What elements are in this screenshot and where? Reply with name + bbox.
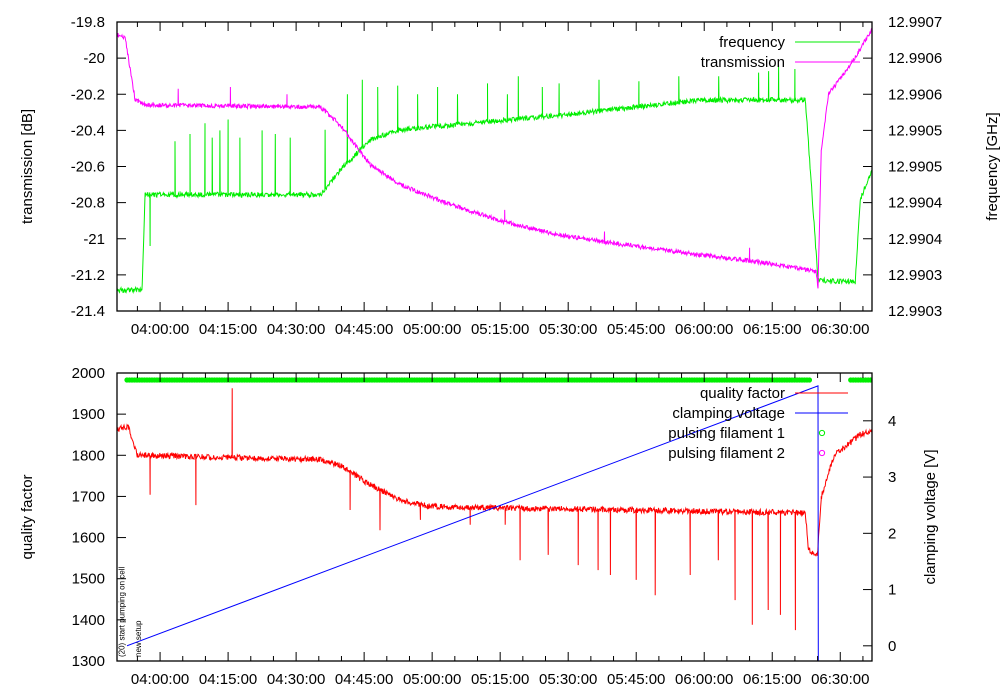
annotation: new setup — [134, 620, 143, 657]
y2-tick-label: 12.9903 — [888, 267, 942, 284]
y2-tick-label: 12.9907 — [888, 14, 942, 31]
y-tick-label: 1300 — [72, 653, 105, 670]
legend-label: transmission — [701, 54, 785, 71]
y2-tick-label: 0 — [888, 638, 896, 655]
y-tick-label: -20.4 — [71, 122, 105, 139]
y2-tick-label: 3 — [888, 469, 896, 486]
annotation: (20) start pumping on cell — [118, 567, 127, 657]
x-tick-label: 05:45:00 — [607, 671, 665, 688]
y-tick-label: 1700 — [72, 488, 105, 505]
y-tick-label: 1500 — [72, 571, 105, 588]
y-tick-label: -20 — [83, 50, 105, 67]
filament-point — [868, 377, 872, 383]
x-tick-label: 04:45:00 — [335, 671, 393, 688]
x-tick-label: 05:00:00 — [403, 671, 461, 688]
series-line-clamping-voltage — [126, 385, 819, 661]
y2-tick-label: 12.9904 — [888, 231, 942, 248]
x-tick-label: 04:15:00 — [199, 321, 257, 338]
series-line-quality-factor — [117, 388, 872, 631]
series-line-frequency — [117, 65, 872, 295]
x-tick-label: 05:00:00 — [403, 321, 461, 338]
x-tick-label: 06:15:00 — [743, 321, 801, 338]
y-tick-label: -21.4 — [71, 303, 105, 320]
x-tick-label: 04:00:00 — [131, 671, 189, 688]
y-tick-label: -20.2 — [71, 86, 105, 103]
x-tick-label: 05:30:00 — [539, 321, 597, 338]
x-tick-label: 04:30:00 — [267, 671, 325, 688]
y2-tick-label: 12.9905 — [888, 122, 942, 139]
panel-top — [116, 21, 873, 312]
y-tick-label: -21.2 — [71, 267, 105, 284]
legend-label: pulsing filament 1 — [668, 425, 785, 442]
filament-point — [806, 377, 813, 383]
y-tick-label: -19.8 — [71, 14, 105, 31]
legend-marker — [818, 429, 826, 437]
x-tick-label: 04:30:00 — [267, 321, 325, 338]
legend-marker — [818, 449, 826, 457]
series-line-transmission — [117, 28, 872, 289]
x-tick-label: 05:15:00 — [471, 321, 529, 338]
legend-label: pulsing filament 2 — [668, 445, 785, 462]
y-tick-label: -20.6 — [71, 159, 105, 176]
y-tick-label: 1900 — [72, 406, 105, 423]
x-tick-label: 06:00:00 — [675, 671, 733, 688]
y-tick-label: -21 — [83, 231, 105, 248]
series-group — [117, 28, 872, 295]
y-tick-label: 2000 — [72, 365, 105, 382]
x-tick-label: 05:45:00 — [607, 321, 665, 338]
y-tick-label: 1800 — [72, 447, 105, 464]
legend-label: quality factor — [700, 385, 785, 402]
x-tick-label: 04:15:00 — [199, 671, 257, 688]
x-tick-label: 04:45:00 — [335, 321, 393, 338]
y-axis-title: transmission [dB] — [19, 109, 36, 224]
y2-tick-label: 12.9906 — [888, 50, 942, 67]
x-tick-label: 06:30:00 — [811, 671, 869, 688]
y-tick-label: -20.8 — [71, 195, 105, 212]
panel-bottom — [116, 372, 873, 662]
plot-frame — [116, 372, 873, 662]
x-tick-label: 06:30:00 — [811, 321, 869, 338]
y2-axis-title: clamping voltage [V] — [922, 449, 939, 584]
legend-label: frequency — [719, 34, 785, 51]
x-tick-label: 06:15:00 — [743, 671, 801, 688]
y2-tick-label: 12.9905 — [888, 159, 942, 176]
x-tick-label: 04:00:00 — [131, 321, 189, 338]
series-group — [117, 377, 872, 661]
y2-tick-label: 4 — [888, 413, 896, 430]
y2-axis-title: frequency [GHz] — [984, 112, 1000, 220]
y-tick-label: 1600 — [72, 530, 105, 547]
x-tick-label: 05:15:00 — [471, 671, 529, 688]
y2-tick-label: 12.9903 — [888, 303, 942, 320]
y-tick-label: 1400 — [72, 612, 105, 629]
y2-tick-label: 2 — [888, 525, 896, 542]
y2-tick-label: 1 — [888, 582, 896, 599]
x-tick-label: 06:00:00 — [675, 321, 733, 338]
y-axis-title: quality factor — [19, 474, 36, 559]
x-tick-label: 05:30:00 — [539, 671, 597, 688]
y2-tick-label: 12.9904 — [888, 195, 942, 212]
y2-tick-label: 12.9906 — [888, 86, 942, 103]
legend-label: clamping voltage — [672, 405, 785, 422]
